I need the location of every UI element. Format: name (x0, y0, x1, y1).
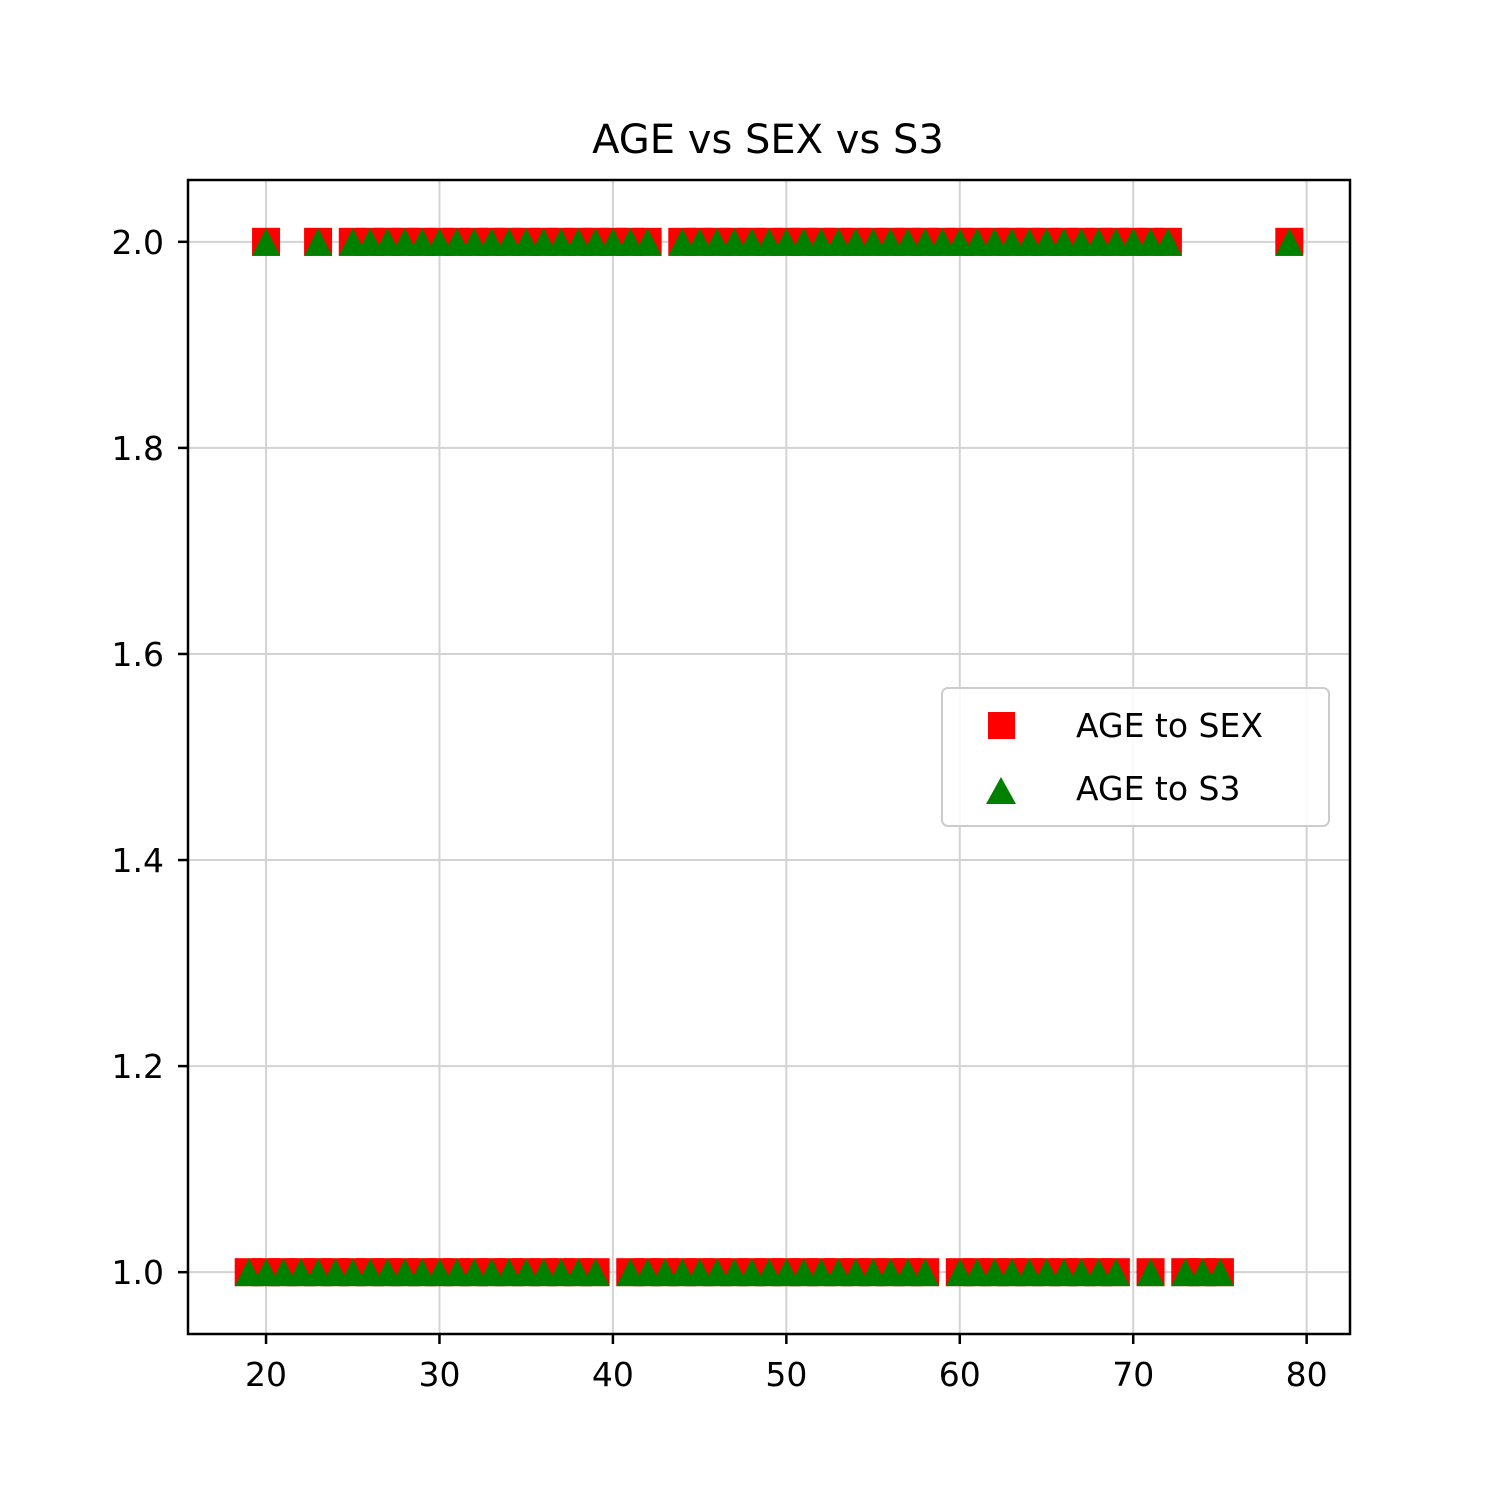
x-tick-label: 60 (939, 1355, 981, 1394)
point-age-to-s3 (252, 227, 281, 256)
y-tick-label: 1.0 (112, 1253, 164, 1292)
legend-marker-square (988, 712, 1015, 739)
legend: AGE to SEX AGE to S3 (941, 687, 1330, 827)
point-age-to-s3 (633, 227, 662, 256)
marks-layer (234, 227, 1304, 1287)
legend-label-age-to-sex: AGE to SEX (1076, 706, 1263, 745)
y-tick-label: 1.4 (112, 841, 164, 880)
x-tick-label: 70 (1112, 1355, 1154, 1394)
legend-marker-triangle (986, 777, 1016, 804)
ticks-layer: 20 30 40 50 60 70 80 1.0 1.2 1.4 1.6 1.8 2.0 (112, 223, 1328, 1394)
y-tick-label: 1.6 (112, 635, 164, 674)
point-age-to-s3 (1101, 1258, 1130, 1287)
plot-frame (186, 178, 1352, 1336)
chart-title: AGE vs SEX vs S3 (592, 117, 944, 163)
x-tick-label: 40 (592, 1355, 634, 1394)
y-tick-label: 2.0 (112, 223, 164, 262)
y-tick-label: 1.2 (112, 1047, 164, 1086)
point-age-to-s3 (581, 1258, 610, 1287)
point-age-to-s3 (304, 227, 333, 256)
point-age-to-s3 (911, 1258, 940, 1287)
point-age-to-s3 (1136, 1258, 1165, 1287)
point-age-to-s3 (1205, 1258, 1234, 1287)
x-tick-label: 50 (765, 1355, 807, 1394)
point-age-to-s3 (1275, 227, 1304, 256)
point-age-to-s3 (1153, 227, 1182, 256)
legend-label-age-to-s3: AGE to S3 (1076, 769, 1240, 808)
x-tick-label: 30 (418, 1355, 460, 1394)
y-tick-label: 1.8 (112, 429, 164, 468)
x-tick-label: 80 (1286, 1355, 1328, 1394)
x-tick-label: 20 (245, 1355, 287, 1394)
legend-box (941, 687, 1330, 827)
